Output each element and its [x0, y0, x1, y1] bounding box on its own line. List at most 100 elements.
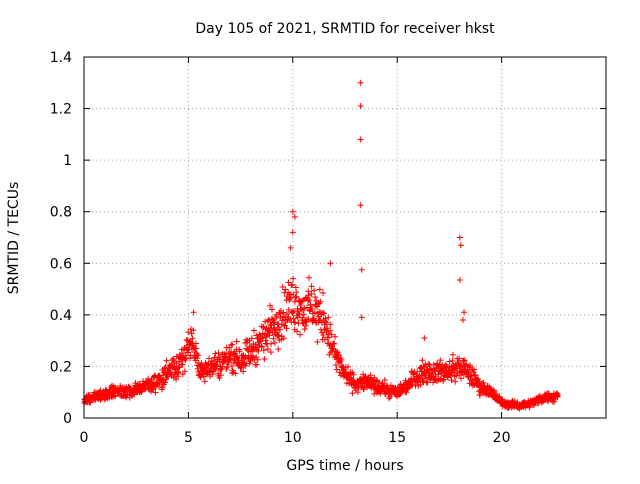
data-point — [477, 392, 484, 399]
data-point — [292, 319, 299, 326]
data-point — [291, 213, 298, 220]
data-point — [258, 343, 265, 350]
data-point — [301, 325, 308, 332]
data-point — [241, 354, 248, 361]
data-point — [249, 347, 256, 354]
data-point — [185, 349, 192, 356]
data-point — [288, 282, 295, 289]
data-point — [213, 361, 220, 368]
data-point — [190, 309, 197, 316]
data-point — [456, 234, 463, 241]
data-point — [290, 275, 297, 282]
data-point — [267, 349, 274, 356]
data-point — [327, 349, 334, 356]
data-point — [327, 260, 334, 267]
data-point — [194, 355, 201, 362]
data-point — [458, 375, 465, 382]
data-point — [452, 378, 459, 385]
data-point — [275, 346, 282, 353]
x-tick-label: 10 — [284, 430, 302, 446]
x-axis-label: GPS time / hours — [286, 458, 403, 474]
data-point — [305, 288, 312, 295]
data-point — [183, 336, 190, 343]
data-point — [304, 304, 311, 311]
data-point — [267, 302, 274, 309]
data-point — [232, 370, 239, 377]
data-point — [493, 391, 500, 398]
data-point — [449, 357, 456, 364]
data-point — [289, 208, 296, 215]
data-point — [280, 335, 287, 342]
data-point — [345, 363, 352, 370]
data-point — [453, 365, 460, 372]
data-point — [457, 242, 464, 249]
data-point — [460, 357, 467, 364]
data-point — [253, 361, 260, 368]
data-point — [467, 362, 474, 369]
data-point — [293, 293, 300, 300]
data-point — [163, 357, 170, 364]
data-point — [155, 383, 162, 390]
data-point — [229, 341, 236, 348]
data-point — [480, 379, 487, 386]
data-point — [238, 364, 245, 371]
data-point — [285, 279, 292, 286]
data-point — [322, 315, 329, 322]
y-tick-label: 0 — [63, 411, 72, 427]
data-point — [270, 324, 277, 331]
data-point — [283, 310, 290, 317]
data-point — [479, 380, 486, 387]
data-point — [268, 315, 275, 322]
data-point — [271, 339, 278, 346]
data-point — [240, 368, 247, 375]
data-point — [328, 331, 335, 338]
y-tick-label: 0.4 — [50, 308, 72, 324]
data-point — [188, 330, 195, 337]
data-point — [193, 340, 200, 347]
data-point — [282, 286, 289, 293]
data-point — [325, 334, 332, 341]
data-point — [265, 325, 272, 332]
data-point — [349, 390, 356, 397]
data-point — [112, 393, 119, 400]
data-point — [181, 368, 188, 375]
data-point — [472, 372, 479, 379]
data-point — [201, 378, 208, 385]
data-point — [308, 283, 315, 290]
data-point — [312, 294, 319, 301]
data-point — [179, 350, 186, 357]
data-point — [449, 351, 456, 358]
data-point — [305, 274, 312, 281]
data-point — [332, 333, 339, 340]
x-tick-label: 15 — [388, 430, 406, 446]
data-point — [250, 353, 257, 360]
data-point — [193, 345, 200, 352]
data-point — [175, 364, 182, 371]
data-point — [322, 326, 329, 333]
data-point — [456, 355, 463, 362]
data-point — [254, 356, 261, 363]
data-point — [236, 348, 243, 355]
data-point — [250, 327, 257, 334]
data-point — [314, 339, 321, 346]
x-tick-label: 20 — [493, 430, 511, 446]
data-point — [430, 361, 437, 368]
data-point — [425, 360, 432, 367]
data-point — [233, 338, 240, 345]
data-point — [551, 398, 558, 405]
data-point — [375, 383, 382, 390]
data-point — [248, 335, 255, 342]
data-point — [405, 384, 412, 391]
data-point — [209, 371, 216, 378]
data-point — [327, 321, 334, 328]
data-point — [354, 389, 361, 396]
data-point — [260, 347, 267, 354]
data-point — [228, 362, 235, 369]
data-point — [87, 399, 94, 406]
data-point — [163, 374, 170, 381]
y-tick-label: 0.2 — [50, 359, 72, 375]
data-point — [279, 317, 286, 324]
axis-ticks: 0 0.2 0.4 0.6 0.8 1 1.2 1.4 0 5 10 15 20 — [50, 50, 606, 446]
